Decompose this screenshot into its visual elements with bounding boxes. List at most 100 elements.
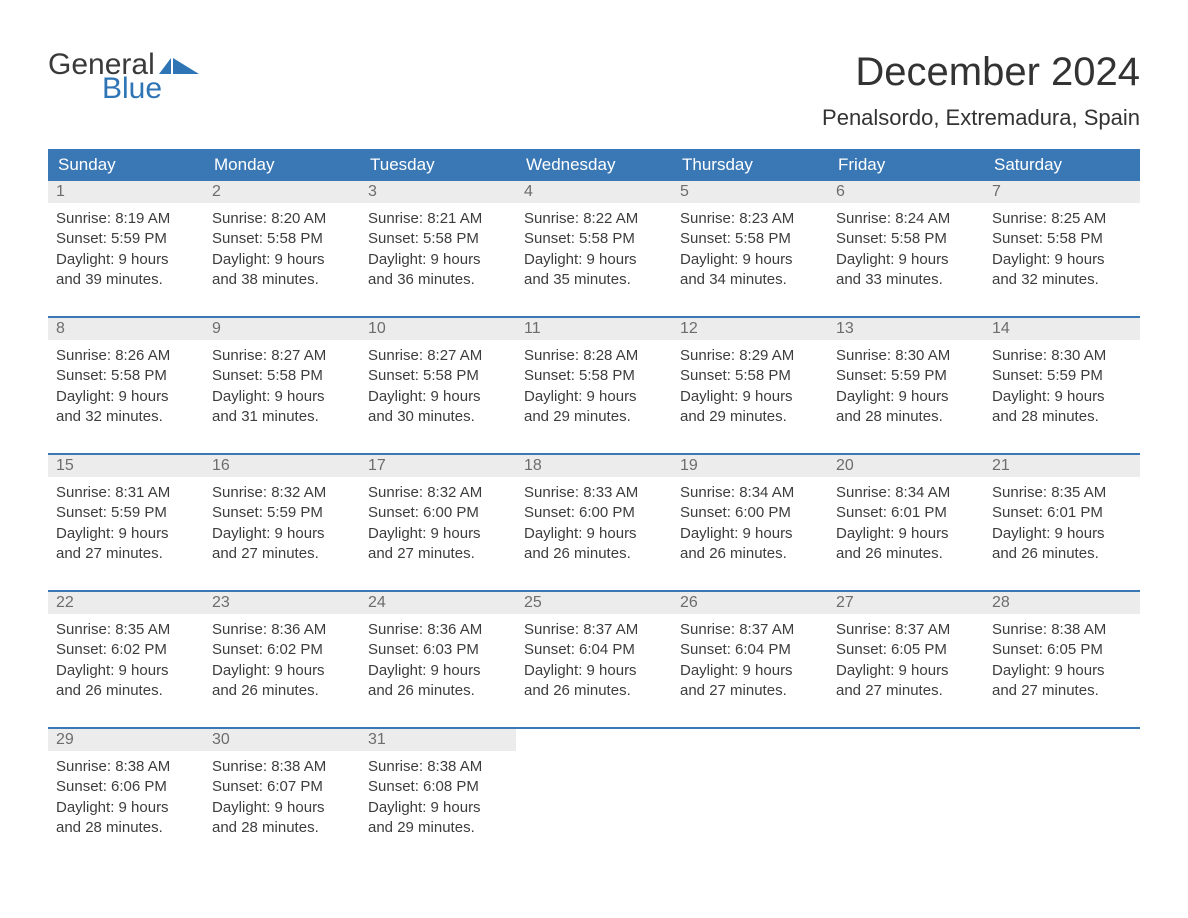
sunrise-text: Sunrise: 8:23 AM [680, 209, 820, 229]
daylight-text: and 34 minutes. [680, 270, 820, 290]
daylight-text: and 27 minutes. [836, 681, 976, 701]
sunrise-text: Sunrise: 8:22 AM [524, 209, 664, 229]
cell-body: Sunrise: 8:35 AMSunset: 6:02 PMDaylight:… [48, 614, 204, 705]
calendar-cell [828, 729, 984, 842]
sunset-text: Sunset: 5:59 PM [836, 366, 976, 386]
cell-body: Sunrise: 8:32 AMSunset: 5:59 PMDaylight:… [204, 477, 360, 568]
daylight-text: and 26 minutes. [212, 681, 352, 701]
daylight-text: Daylight: 9 hours [56, 798, 196, 818]
calendar-cell: 21Sunrise: 8:35 AMSunset: 6:01 PMDayligh… [984, 455, 1140, 568]
cell-body: Sunrise: 8:34 AMSunset: 6:00 PMDaylight:… [672, 477, 828, 568]
sunrise-text: Sunrise: 8:38 AM [992, 620, 1132, 640]
cell-body: Sunrise: 8:38 AMSunset: 6:07 PMDaylight:… [204, 751, 360, 842]
sunset-text: Sunset: 5:58 PM [524, 366, 664, 386]
sunset-text: Sunset: 5:58 PM [524, 229, 664, 249]
calendar-cell: 3 Sunrise: 8:21 AMSunset: 5:58 PMDaylight… [360, 181, 516, 294]
sunrise-text: Sunrise: 8:30 AM [836, 346, 976, 366]
cell-body: Sunrise: 8:37 AMSunset: 6:04 PMDaylight:… [516, 614, 672, 705]
cell-body: Sunrise: 8:27 AMSunset: 5:58 PMDaylight:… [204, 340, 360, 431]
calendar-cell: 25Sunrise: 8:37 AMSunset: 6:04 PMDayligh… [516, 592, 672, 705]
calendar-cell: 26Sunrise: 8:37 AMSunset: 6:04 PMDayligh… [672, 592, 828, 705]
daylight-text: and 32 minutes. [56, 407, 196, 427]
day-number: 6 [828, 181, 984, 203]
daylight-text: and 26 minutes. [524, 544, 664, 564]
calendar-cell [516, 729, 672, 842]
cell-body: Sunrise: 8:20 AMSunset: 5:58 PMDaylight:… [204, 203, 360, 294]
daylight-text: Daylight: 9 hours [368, 524, 508, 544]
daylight-text: Daylight: 9 hours [992, 524, 1132, 544]
daylight-text: Daylight: 9 hours [212, 524, 352, 544]
sunrise-text: Sunrise: 8:25 AM [992, 209, 1132, 229]
day-number: 3 [360, 181, 516, 203]
title-block: December 2024 Penalsordo, Extremadura, S… [822, 50, 1140, 131]
calendar-cell: 8Sunrise: 8:26 AMSunset: 5:58 PMDaylight… [48, 318, 204, 431]
daylight-text: Daylight: 9 hours [56, 250, 196, 270]
brand-logo: General Blue [48, 50, 201, 104]
day-number: 8 [48, 318, 204, 340]
cell-body: Sunrise: 8:30 AMSunset: 5:59 PMDaylight:… [828, 340, 984, 431]
cell-body: Sunrise: 8:37 AMSunset: 6:05 PMDaylight:… [828, 614, 984, 705]
calendar-cell: 29Sunrise: 8:38 AMSunset: 6:06 PMDayligh… [48, 729, 204, 842]
sunrise-text: Sunrise: 8:24 AM [836, 209, 976, 229]
month-title: December 2024 [822, 50, 1140, 95]
sunset-text: Sunset: 5:58 PM [992, 229, 1132, 249]
week-row: 1Sunrise: 8:19 AMSunset: 5:59 PMDaylight… [48, 181, 1140, 294]
sunrise-text: Sunrise: 8:33 AM [524, 483, 664, 503]
daylight-text: and 35 minutes. [524, 270, 664, 290]
day-header-cell: Wednesday [516, 149, 672, 181]
cell-body: Sunrise: 8:27 AMSunset: 5:58 PMDaylight:… [360, 340, 516, 431]
sunrise-text: Sunrise: 8:26 AM [56, 346, 196, 366]
sunrise-text: Sunrise: 8:36 AM [368, 620, 508, 640]
cell-body: Sunrise: 8:37 AMSunset: 6:04 PMDaylight:… [672, 614, 828, 705]
calendar-cell [672, 729, 828, 842]
cell-body: Sunrise: 8:32 AMSunset: 6:00 PMDaylight:… [360, 477, 516, 568]
sunrise-text: Sunrise: 8:36 AM [212, 620, 352, 640]
sunset-text: Sunset: 5:59 PM [212, 503, 352, 523]
calendar-cell: 22Sunrise: 8:35 AMSunset: 6:02 PMDayligh… [48, 592, 204, 705]
sunrise-text: Sunrise: 8:32 AM [368, 483, 508, 503]
daylight-text: Daylight: 9 hours [524, 524, 664, 544]
day-number: 12 [672, 318, 828, 340]
day-header-cell: Friday [828, 149, 984, 181]
daylight-text: and 29 minutes. [524, 407, 664, 427]
calendar-cell: 7Sunrise: 8:25 AMSunset: 5:58 PMDaylight… [984, 181, 1140, 294]
cell-body: Sunrise: 8:24 AMSunset: 5:58 PMDaylight:… [828, 203, 984, 294]
calendar-cell: 15Sunrise: 8:31 AMSunset: 5:59 PMDayligh… [48, 455, 204, 568]
sunset-text: Sunset: 6:01 PM [992, 503, 1132, 523]
sunset-text: Sunset: 6:00 PM [368, 503, 508, 523]
day-number: 16 [204, 455, 360, 477]
day-header-cell: Thursday [672, 149, 828, 181]
daylight-text: Daylight: 9 hours [212, 661, 352, 681]
daylight-text: and 28 minutes. [212, 818, 352, 838]
daylight-text: Daylight: 9 hours [680, 524, 820, 544]
daylight-text: and 28 minutes. [836, 407, 976, 427]
calendar-cell: 19Sunrise: 8:34 AMSunset: 6:00 PMDayligh… [672, 455, 828, 568]
daylight-text: Daylight: 9 hours [680, 250, 820, 270]
day-number: 28 [984, 592, 1140, 614]
day-number: 13 [828, 318, 984, 340]
day-number: 5 [672, 181, 828, 203]
cell-body: Sunrise: 8:33 AMSunset: 6:00 PMDaylight:… [516, 477, 672, 568]
week-row: 8 Sunrise: 8:26 AM Sunset: 5:58 PM Daylight… [48, 316, 1140, 431]
day-number: 23 [204, 592, 360, 614]
daylight-text: Daylight: 9 hours [368, 250, 508, 270]
sunset-text: Sunset: 6:02 PM [56, 640, 196, 660]
sunset-text: Sunset: 6:00 PM [680, 503, 820, 523]
daylight-text: Daylight: 9 hours [56, 661, 196, 681]
calendar-cell: 13Sunrise: 8:30 AMSunset: 5:59 PMDayligh… [828, 318, 984, 431]
sunrise-text: Sunrise: 8:37 AM [524, 620, 664, 640]
cell-body: Sunrise: 8:22 AMSunset: 5:58 PMDaylight:… [516, 203, 672, 294]
day-header-row: Sunday Monday Tuesday Wednesday Thursday… [48, 149, 1140, 181]
sunset-text: Sunset: 5:58 PM [368, 229, 508, 249]
calendar-cell [984, 729, 1140, 842]
daylight-text: and 26 minutes. [56, 681, 196, 701]
daylight-text: Daylight: 9 hours [524, 661, 664, 681]
calendar-cell: 18Sunrise: 8:33 AMSunset: 6:00 PMDayligh… [516, 455, 672, 568]
daylight-text: Daylight: 9 hours [680, 387, 820, 407]
day-number: 1 [48, 181, 204, 203]
sunrise-text: Sunrise: 8:21 AM [368, 209, 508, 229]
sunrise-text: Sunrise: 8:35 AM [56, 620, 196, 640]
cell-body: Sunrise: 8:29 AMSunset: 5:58 PMDaylight:… [672, 340, 828, 431]
calendar-cell: 2Sunrise: 8:20 AMSunset: 5:58 PMDaylight… [204, 181, 360, 294]
day-header-cell: Tuesday [360, 149, 516, 181]
